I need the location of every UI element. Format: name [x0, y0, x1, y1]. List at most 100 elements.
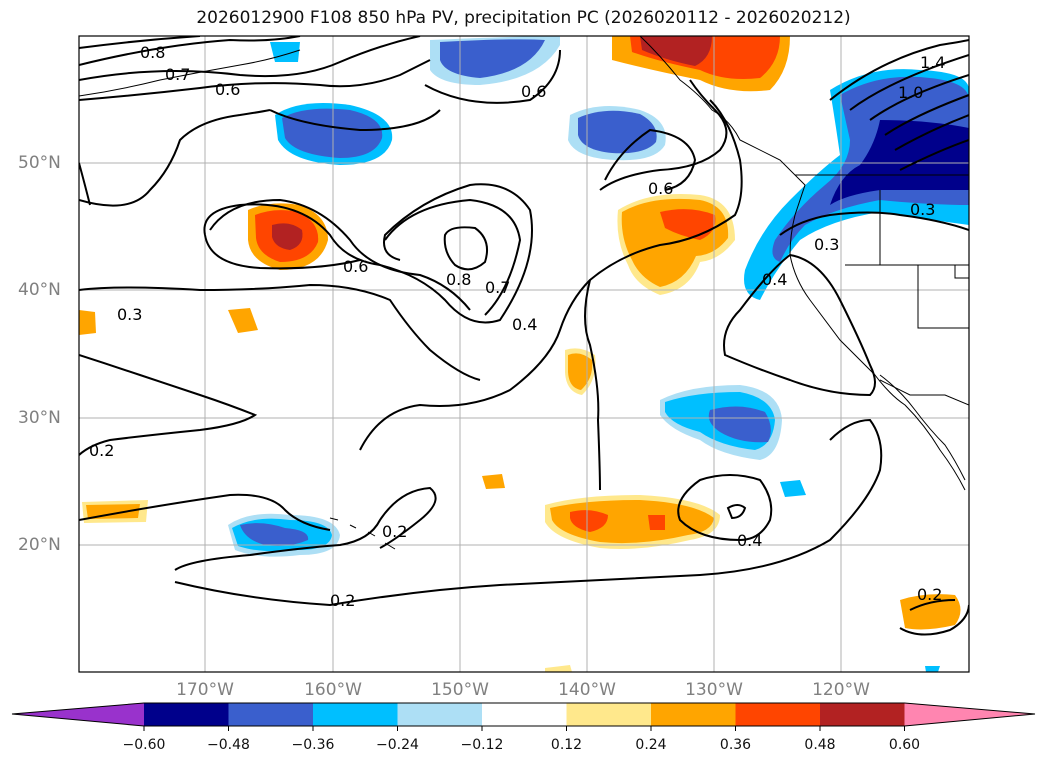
pv-contour: [209, 198, 471, 311]
pv-contour: [79, 36, 421, 81]
colorbar-tick-label: 0.36: [719, 737, 752, 753]
contour-label: 0.4: [737, 531, 762, 550]
pv-contour: [79, 36, 301, 66]
longitude-label: 130°W: [685, 680, 743, 700]
pv-contour: [79, 36, 201, 49]
contour-label: 0.6: [343, 257, 368, 276]
colorbar-segment: [566, 703, 651, 726]
precip-blob: [648, 515, 665, 530]
latitude-label: 30°N: [18, 408, 61, 428]
longitude-label: 170°W: [176, 680, 234, 700]
contour-label: 0.6: [215, 80, 240, 99]
precip-blob: [568, 353, 593, 390]
coastlines: [79, 36, 969, 550]
precip-blob: [79, 310, 96, 335]
pv-contour: [424, 49, 561, 104]
contour-label: 0.4: [512, 315, 537, 334]
colorbar-segment: [228, 703, 313, 726]
pv-contour: [829, 39, 969, 171]
precip-blob: [440, 39, 545, 78]
precip-blob: [228, 308, 258, 333]
colorbar-tick-label: 0.48: [804, 737, 836, 753]
alaska-peninsula: [79, 49, 301, 97]
longitude-label: 160°W: [304, 680, 362, 700]
colorbar-segment: [482, 703, 567, 726]
contour-label: 0.3: [910, 200, 935, 219]
pv-contour: [723, 253, 876, 397]
colorbar-segment: [144, 703, 229, 726]
hawaii-islands: [329, 517, 396, 550]
precip-positive-shading: [79, 36, 961, 672]
map-frame: [78, 35, 970, 673]
latitude-label: 50°N: [18, 153, 61, 173]
colorbar-tick-label: 0.24: [635, 737, 667, 753]
map-background: [79, 36, 969, 672]
precip-blob: [660, 209, 716, 240]
precip-blob: [482, 474, 505, 489]
pv-contour: [174, 418, 883, 607]
contour-label: 0.2: [917, 585, 942, 604]
pv-contour: [443, 226, 488, 271]
contour-label: 1.4: [920, 53, 945, 72]
longitude-label: 120°W: [812, 680, 870, 700]
pv-contour: [726, 504, 747, 520]
pv-contour: [899, 599, 969, 636]
colorbar-tick-label: −0.24: [376, 737, 419, 753]
contour-label: 0.7: [165, 65, 190, 84]
contour-label: 0.3: [814, 235, 839, 254]
contour-label: 0.3: [117, 305, 142, 324]
pv-contour: [584, 79, 728, 491]
contour-label: 1.0: [898, 83, 923, 102]
precip-blob: [570, 510, 608, 532]
colorbar-segment: [313, 703, 398, 726]
contour-label: 0.2: [89, 441, 114, 460]
precip-blob: [240, 523, 309, 546]
pv-contour: [779, 211, 969, 236]
contour-label: 0.7: [485, 278, 510, 297]
contour-label: 0.6: [648, 179, 673, 198]
colorbar-tick-label: −0.60: [122, 737, 166, 753]
pv-contour: [79, 109, 361, 270]
colorbar-extend-low: [12, 703, 144, 726]
precip-blob: [272, 223, 303, 250]
latitude-label: 20°N: [18, 535, 61, 555]
latitude-label: 40°N: [18, 280, 61, 300]
contour-label: 0.6: [521, 82, 546, 101]
state-borders: [845, 190, 969, 329]
pv-contour: [677, 474, 773, 542]
precip-blob: [640, 36, 712, 66]
colorbar-segment: [735, 703, 820, 726]
pv-contour: [604, 128, 697, 191]
colorbar-tick-label: 0.60: [888, 737, 921, 753]
precip-blob: [270, 42, 300, 62]
colorbar-segment: [397, 703, 482, 726]
contour-label: 0.8: [446, 270, 471, 289]
precip-blob: [925, 666, 940, 672]
baja-coast: [879, 374, 966, 481]
longitude-label: 150°W: [431, 680, 489, 700]
map-title: 2026012900 F108 850 hPa PV, precipitatio…: [196, 8, 851, 28]
colorbar-tick-label: −0.36: [291, 737, 335, 753]
pv-contour: [79, 59, 431, 101]
contour-label: 0.2: [330, 591, 355, 610]
contour-label: 0.8: [140, 43, 165, 62]
contour-label: 0.2: [382, 522, 407, 541]
pv-contour: [203, 183, 533, 324]
precip-blob: [900, 594, 961, 630]
pv-contour: [79, 283, 481, 381]
precip-blob: [578, 110, 657, 154]
pv-contour: [79, 493, 331, 531]
contour-labels: 0.8 0.7 0.6 0.6 0.6 0.6 0.8 0.7 0.4 0.3 …: [89, 43, 945, 610]
colorbar-tick-label: −0.12: [460, 737, 504, 753]
colorbar-tick-label: 0.12: [550, 737, 583, 753]
north-america-coast: [639, 36, 966, 491]
colorbar-extend-high: [904, 703, 1035, 726]
pv-contour: [384, 198, 522, 316]
pv-contour: [79, 354, 258, 456]
colorbar-segment: [651, 703, 736, 726]
contour-label: 0.4: [762, 270, 787, 289]
precip-blob: [780, 480, 806, 497]
precip-blob: [282, 108, 383, 158]
colorbar-tick-label: −0.48: [207, 737, 250, 753]
